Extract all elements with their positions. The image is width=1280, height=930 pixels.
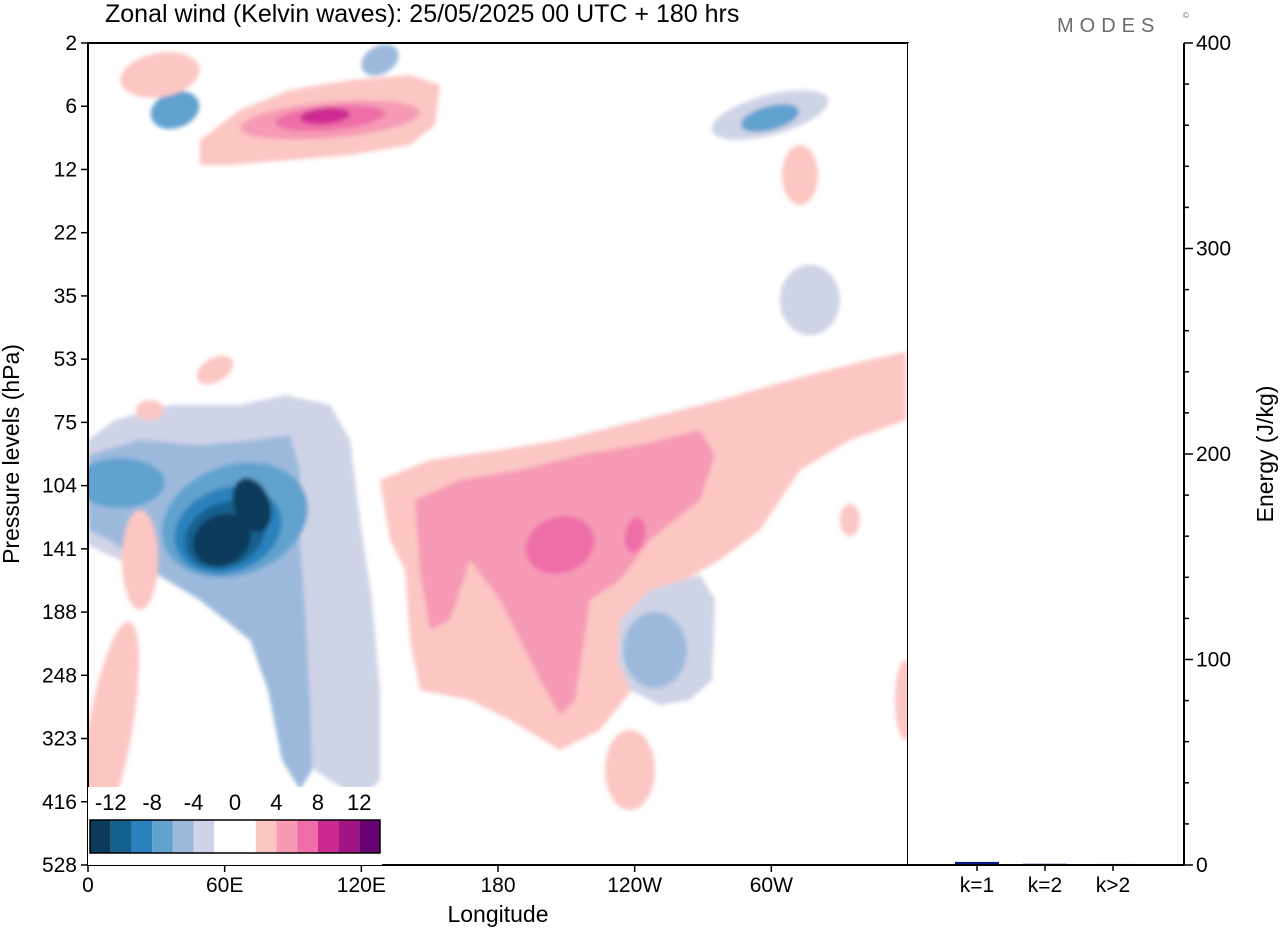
y-tick-label: 75 — [54, 411, 77, 434]
bar-category-label: k>2 — [1096, 874, 1130, 897]
x-tick-label: 120W — [607, 874, 662, 897]
modes-wordmark: MODES — [1057, 15, 1160, 37]
colorbar-tick-label: 12 — [347, 790, 371, 815]
colorbar-cell — [235, 820, 256, 853]
y-axis-ticks: 2 6 12 22 35 53 75 104 141 188 248 323 416 528 — [42, 32, 88, 877]
colorbar-cell — [359, 820, 380, 853]
heatmap-plot-area — [88, 44, 908, 839]
easterly-core — [193, 513, 251, 567]
y-tick-label: 53 — [54, 348, 77, 371]
colorbar-tick-label: 8 — [312, 790, 324, 815]
x-tick-label: 120E — [337, 874, 386, 897]
colorbar-tick-label: 4 — [270, 790, 282, 815]
energy-tick-label: 0 — [1196, 854, 1208, 877]
colorbar: -12 -8 -4 0 4 8 12 — [88, 787, 382, 865]
y-tick-label: 35 — [54, 285, 77, 308]
energy-tick-label: 400 — [1196, 32, 1231, 55]
westerly-patch — [196, 355, 234, 385]
energy-panel: 0 100 200 300 400 k=1 k=2 k>2 Energy (J/kg) — [908, 32, 1278, 897]
bar-category-label: k=2 — [1028, 874, 1062, 897]
colorbar-cell — [152, 820, 173, 853]
westerly-patch — [136, 400, 164, 420]
westerly-patch — [122, 510, 158, 610]
x-tick-label: 0 — [82, 874, 94, 897]
colorbar-cell — [317, 820, 339, 853]
energy-plot-area — [908, 43, 1184, 865]
upper-westerly-core — [300, 107, 350, 125]
westerly-patch — [120, 52, 200, 98]
y-tick-label: 22 — [54, 222, 77, 245]
modes-logo: MODES © — [1057, 11, 1189, 37]
colorbar-tick-label: -4 — [184, 790, 204, 815]
y-tick-label: 248 — [42, 664, 77, 687]
colorbar-cell — [338, 820, 360, 853]
energy-tick-label: 100 — [1196, 649, 1231, 672]
colorbar-cell — [193, 820, 215, 853]
westerly-core — [551, 526, 579, 570]
westerly-core — [624, 517, 646, 553]
colorbar-cell — [276, 820, 298, 853]
y-tick-label: 416 — [42, 791, 77, 814]
upper-easterly-blob — [150, 91, 200, 129]
colorbar-cell — [110, 820, 132, 853]
y-tick-label: 141 — [42, 538, 77, 561]
energy-bar — [955, 861, 999, 865]
easterly-region — [780, 265, 840, 335]
colorbar-tick-label: -8 — [142, 790, 162, 815]
x-tick-label: 180 — [480, 874, 515, 897]
y-axis-label: Pressure levels (hPa) — [0, 344, 24, 564]
x-axis-label: Longitude — [447, 901, 548, 927]
westerly-patch — [895, 660, 908, 740]
colorbar-cell — [90, 820, 111, 853]
energy-tick-label: 300 — [1196, 238, 1231, 261]
y-tick-label: 104 — [42, 475, 77, 498]
bar-category-label: k=1 — [960, 874, 994, 897]
y-tick-label: 528 — [42, 854, 77, 877]
westerly-region — [380, 352, 906, 750]
x-tick-label: 60E — [206, 874, 243, 897]
colorbar-cell — [131, 820, 153, 853]
x-tick-label: 60W — [750, 874, 793, 897]
y-tick-label: 323 — [42, 728, 77, 751]
westerly-patch — [88, 621, 139, 839]
upper-easterly-blob — [361, 44, 399, 76]
y-tick-label: 6 — [65, 95, 77, 118]
colorbar-tick-label: 0 — [229, 790, 241, 815]
y-tick-label: 2 — [65, 32, 77, 55]
colorbar-cell — [297, 820, 318, 853]
colorbar-outline — [89, 819, 381, 854]
chart-title: Zonal wind (Kelvin waves): 25/05/2025 00… — [105, 0, 739, 28]
westerly-patch — [840, 504, 860, 536]
logo-mark: © — [1183, 11, 1189, 20]
westerly-patch — [782, 145, 818, 205]
colorbar-cell — [214, 820, 235, 853]
colorbar-tick-label: -12 — [95, 790, 127, 815]
easterly-blob — [88, 458, 165, 508]
easterly-blob — [623, 612, 687, 688]
x-axis-ticks: 0 60E 120E 180 120W 60W — [82, 865, 793, 897]
easterly-core — [232, 477, 272, 533]
upper-easterly-blob — [740, 104, 800, 132]
colorbar-cell — [172, 820, 194, 853]
westerly-patch — [605, 730, 655, 810]
colorbar-cell — [255, 820, 277, 853]
y-tick-label: 188 — [42, 601, 77, 624]
energy-axis-label: Energy (J/kg) — [1252, 386, 1278, 523]
y-tick-label: 12 — [54, 158, 77, 181]
energy-tick-label: 200 — [1196, 443, 1231, 466]
